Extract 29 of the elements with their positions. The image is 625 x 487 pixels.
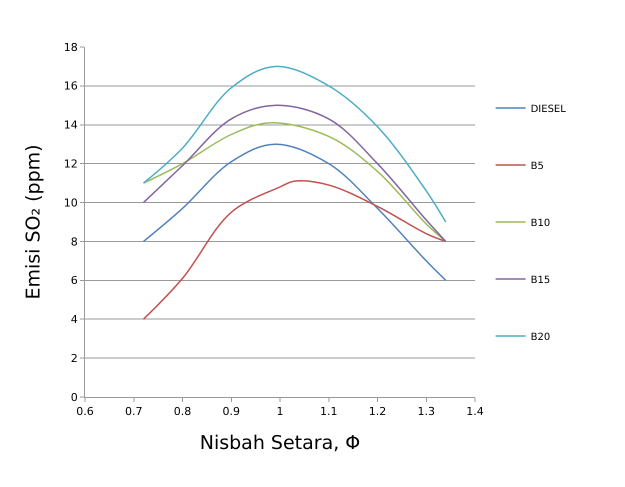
y-tick-label: 6 <box>70 274 78 288</box>
y-tick-label: 14 <box>64 118 78 132</box>
y-tick-label: 4 <box>70 313 78 326</box>
x-tick-label: 1.4 <box>466 405 484 418</box>
legend-label: B5 <box>530 160 544 172</box>
line-series <box>142 66 446 223</box>
y-tick-label: 12 <box>64 158 78 171</box>
x-tick-label: 1.3 <box>418 405 435 418</box>
x-tick-label: 0.6 <box>76 405 94 418</box>
x-tick-label: 1.2 <box>368 405 386 418</box>
x-tick-label: 1.1 <box>320 405 338 418</box>
y-tick-label: 18 <box>64 40 78 54</box>
x-tick-label: 0.7 <box>125 405 142 418</box>
legend-label: B15 <box>530 274 550 286</box>
x-tick-label: 0.9 <box>222 405 240 418</box>
legend-label: DIESEL <box>530 104 566 115</box>
y-tick-label: 8 <box>70 235 78 248</box>
y-tick-label: 16 <box>64 80 78 93</box>
y-tick-label: 10 <box>64 196 78 210</box>
line-series <box>142 180 446 320</box>
x-tick-label: 1 <box>276 405 284 418</box>
y-tick-label: 2 <box>70 352 78 365</box>
line-series <box>142 143 446 282</box>
legend-label: B20 <box>530 332 550 343</box>
x-tick-label: 0.8 <box>174 405 192 418</box>
y-tick-label: 0 <box>70 390 78 404</box>
x-axis-title: Nisbah Setara, Φ <box>200 432 360 454</box>
y-axis-title: Emisi SO₂ (ppm) <box>22 144 45 300</box>
legend-label: B10 <box>530 218 550 229</box>
